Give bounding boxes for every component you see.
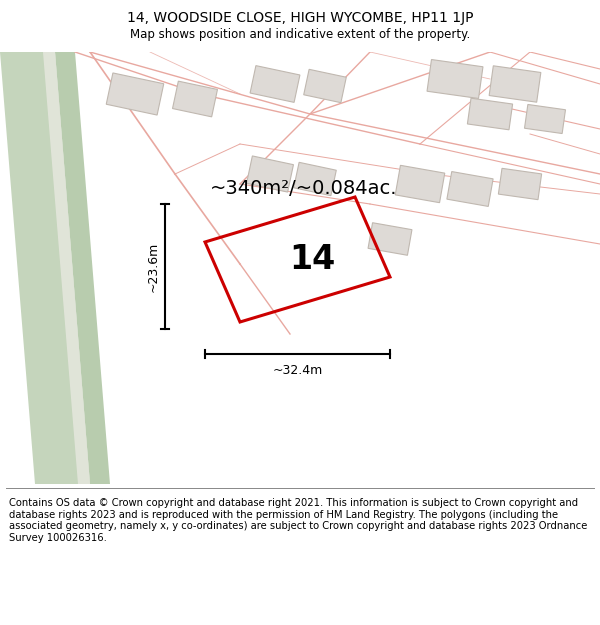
Text: Map shows position and indicative extent of the property.: Map shows position and indicative extent… [130,28,470,41]
Text: 14: 14 [289,243,335,276]
Polygon shape [395,166,445,202]
Polygon shape [489,66,541,102]
Text: ~32.4m: ~32.4m [272,364,323,377]
Polygon shape [173,81,217,117]
Polygon shape [524,104,565,134]
Text: ~23.6m: ~23.6m [147,241,160,292]
Polygon shape [427,59,483,99]
Polygon shape [247,156,293,192]
Polygon shape [106,73,164,115]
Polygon shape [467,98,512,130]
Text: ~340m²/~0.084ac.: ~340m²/~0.084ac. [210,179,398,199]
Polygon shape [294,162,336,196]
Text: Contains OS data © Crown copyright and database right 2021. This information is : Contains OS data © Crown copyright and d… [9,498,587,543]
Text: 14, WOODSIDE CLOSE, HIGH WYCOMBE, HP11 1JP: 14, WOODSIDE CLOSE, HIGH WYCOMBE, HP11 1… [127,11,473,26]
Polygon shape [0,52,90,484]
Polygon shape [43,52,90,484]
Polygon shape [250,66,300,102]
Polygon shape [304,69,346,102]
Polygon shape [55,52,110,484]
Polygon shape [447,172,493,206]
Polygon shape [499,168,542,199]
Polygon shape [368,222,412,255]
